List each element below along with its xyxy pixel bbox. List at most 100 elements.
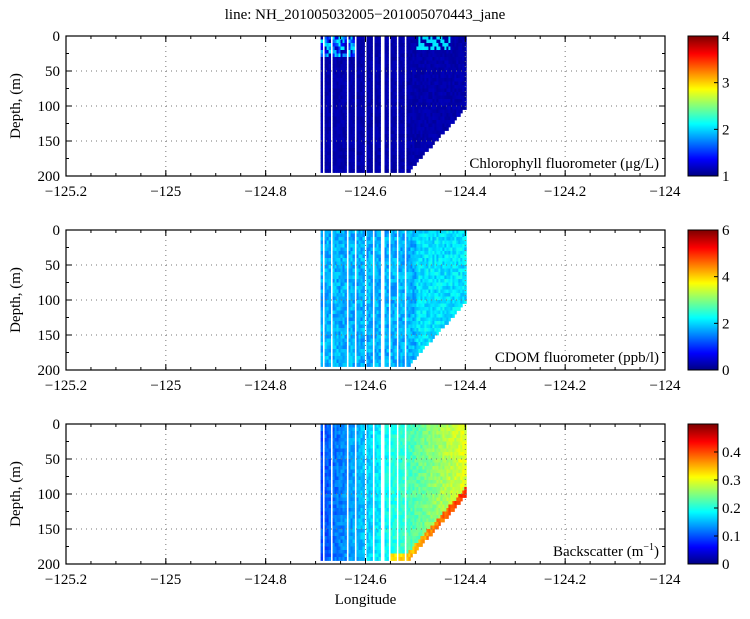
heatmap-cell — [329, 311, 331, 315]
heatmap-cell — [379, 138, 381, 142]
heatmap-cell — [464, 276, 466, 280]
heatmap-cell — [395, 92, 397, 96]
heatmap-cell — [395, 241, 397, 245]
heatmap-cell — [321, 328, 323, 332]
heatmap-cell — [371, 57, 373, 61]
heatmap-cell — [329, 515, 331, 519]
heatmap-cell — [387, 96, 389, 100]
heatmap-cell — [345, 75, 347, 79]
heatmap-cell — [321, 75, 323, 79]
heatmap-cell — [402, 311, 404, 315]
heatmap-cell — [353, 117, 355, 121]
heatmap-cell — [345, 148, 347, 152]
heatmap-cell — [395, 311, 397, 315]
heatmap-cell — [379, 297, 381, 301]
heatmap-cell — [402, 138, 404, 142]
y-tick-label: 100 — [38, 99, 61, 115]
y-axis-label: Depth, (m) — [8, 73, 24, 139]
heatmap-cell — [395, 124, 397, 128]
heatmap-cell — [464, 99, 466, 103]
heatmap-cell — [363, 40, 365, 44]
heatmap-cell — [371, 145, 373, 149]
heatmap-cell — [321, 311, 323, 315]
heatmap-cell — [371, 64, 373, 68]
heatmap-cell — [329, 363, 331, 367]
heatmap-cell — [329, 519, 331, 523]
heatmap-cell — [363, 43, 365, 47]
heatmap-cell — [460, 304, 462, 308]
heatmap-cell — [379, 68, 381, 72]
heatmap-cell — [371, 78, 373, 82]
heatmap-cell — [395, 300, 397, 304]
heatmap-cell — [321, 543, 323, 547]
heatmap-cell — [379, 169, 381, 173]
heatmap-cell — [402, 106, 404, 110]
heatmap-cell — [329, 159, 331, 163]
heatmap-cell — [371, 272, 373, 276]
heatmap-cell — [363, 124, 365, 128]
heatmap-cell — [363, 64, 365, 68]
heatmap-cell — [402, 300, 404, 304]
heatmap-cell — [321, 272, 323, 276]
heatmap — [321, 230, 467, 367]
heatmap-cell — [395, 127, 397, 131]
heatmap-cell — [395, 272, 397, 276]
heatmap-cell — [345, 120, 347, 124]
heatmap-cell — [402, 82, 404, 86]
heatmap-cell — [321, 78, 323, 82]
heatmap-cell — [379, 131, 381, 135]
heatmap-cell — [379, 75, 381, 79]
heatmap-cell — [321, 501, 323, 505]
heatmap-cell — [363, 155, 365, 159]
heatmap-cell — [329, 349, 331, 353]
heatmap-cell — [387, 349, 389, 353]
x-tick-label: −125.2 — [45, 378, 87, 394]
heatmap-cell — [353, 99, 355, 103]
heatmap-cell — [363, 349, 365, 353]
heatmap-cell — [371, 342, 373, 346]
heatmap-cell — [379, 335, 381, 339]
heatmap-cell — [379, 85, 381, 89]
heatmap-cell — [345, 155, 347, 159]
heatmap-cell — [363, 96, 365, 100]
heatmap-cell — [345, 106, 347, 110]
heatmap-cell — [363, 54, 365, 58]
heatmap-cell — [329, 449, 331, 453]
heatmap-cell — [379, 265, 381, 269]
heatmap-cell — [329, 508, 331, 512]
heatmap-cell — [345, 356, 347, 360]
heatmap-cell — [395, 75, 397, 79]
heatmap-cell — [371, 92, 373, 96]
heatmap-cell — [387, 360, 389, 364]
heatmap-cell — [321, 321, 323, 325]
heatmap-cell — [321, 152, 323, 156]
heatmap-cell — [321, 237, 323, 241]
heatmap-cell — [458, 113, 460, 117]
heatmap-cell — [345, 40, 347, 44]
heatmap-cell — [353, 92, 355, 96]
heatmap-cell — [363, 262, 365, 266]
heatmap-cell — [321, 300, 323, 304]
heatmap-cell — [395, 47, 397, 51]
heatmap-cell — [379, 290, 381, 294]
heatmap-cell — [387, 244, 389, 248]
heatmap-cell — [321, 445, 323, 449]
heatmap-cell — [329, 54, 331, 58]
heatmap-cell — [329, 473, 331, 477]
heatmap-cell — [371, 314, 373, 318]
heatmap-cell — [353, 159, 355, 163]
heatmap-cell — [363, 82, 365, 86]
heatmap-cell — [371, 166, 373, 170]
heatmap-cell — [371, 96, 373, 100]
heatmap-cell — [353, 124, 355, 128]
heatmap-cell — [321, 335, 323, 339]
heatmap-cell — [395, 89, 397, 93]
heatmap-cell — [345, 85, 347, 89]
heatmap-cell — [387, 47, 389, 51]
heatmap-cell — [379, 276, 381, 280]
heatmap-cell — [363, 131, 365, 135]
heatmap-cell — [379, 166, 381, 170]
heatmap-cell — [379, 103, 381, 107]
heatmap-cell — [402, 328, 404, 332]
heatmap-cell — [363, 300, 365, 304]
